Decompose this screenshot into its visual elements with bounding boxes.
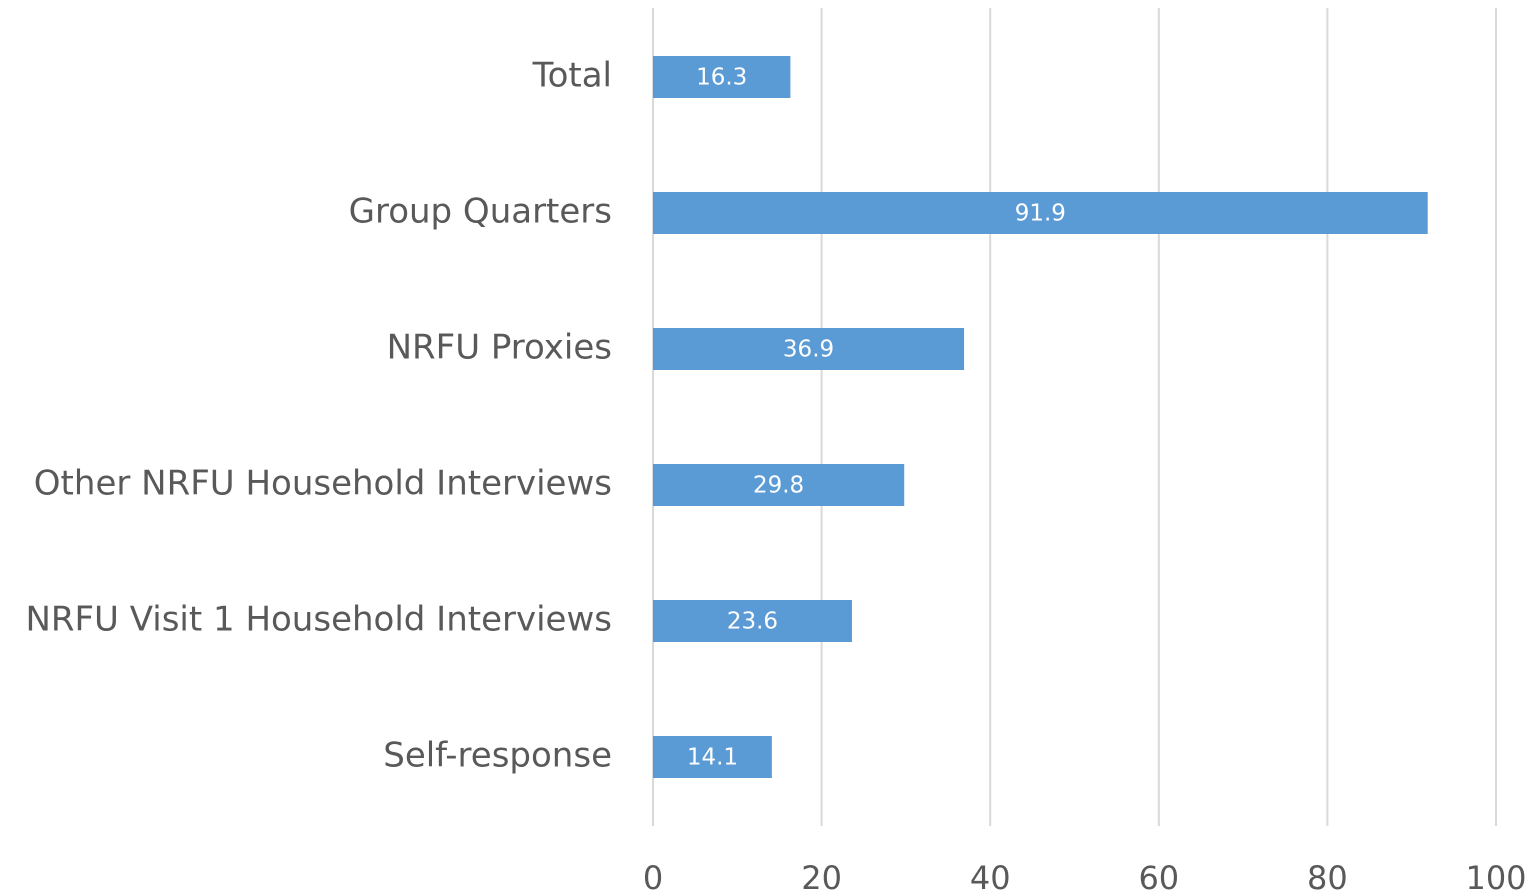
data-label: 29.8 (753, 473, 804, 499)
x-tick-label: 40 (970, 859, 1011, 896)
y-tick-label: Group Quarters (349, 192, 612, 232)
bar (653, 736, 772, 778)
data-label: 36.9 (783, 337, 834, 363)
bar (653, 600, 852, 642)
y-tick-label: Other NRFU Household Interviews (34, 464, 612, 504)
bar (653, 56, 791, 98)
y-tick-label: Total (532, 56, 612, 96)
x-tick-label: 80 (1307, 859, 1348, 896)
bar (653, 192, 1428, 234)
bar (653, 328, 965, 370)
x-tick-label: 20 (801, 859, 842, 896)
x-tick-label: 0 (643, 859, 663, 896)
bar (653, 464, 905, 506)
data-label: 14.1 (687, 745, 738, 771)
data-label: 16.3 (696, 65, 747, 91)
y-tick-label: NRFU Proxies (387, 328, 612, 368)
x-tick-label: 100 (1465, 859, 1526, 896)
data-label: 23.6 (727, 609, 778, 635)
y-tick-label: NRFU Visit 1 Household Interviews (25, 600, 612, 640)
x-tick-label: 60 (1138, 859, 1179, 896)
data-label: 91.9 (1015, 201, 1066, 227)
y-tick-label: Self-response (383, 736, 612, 776)
